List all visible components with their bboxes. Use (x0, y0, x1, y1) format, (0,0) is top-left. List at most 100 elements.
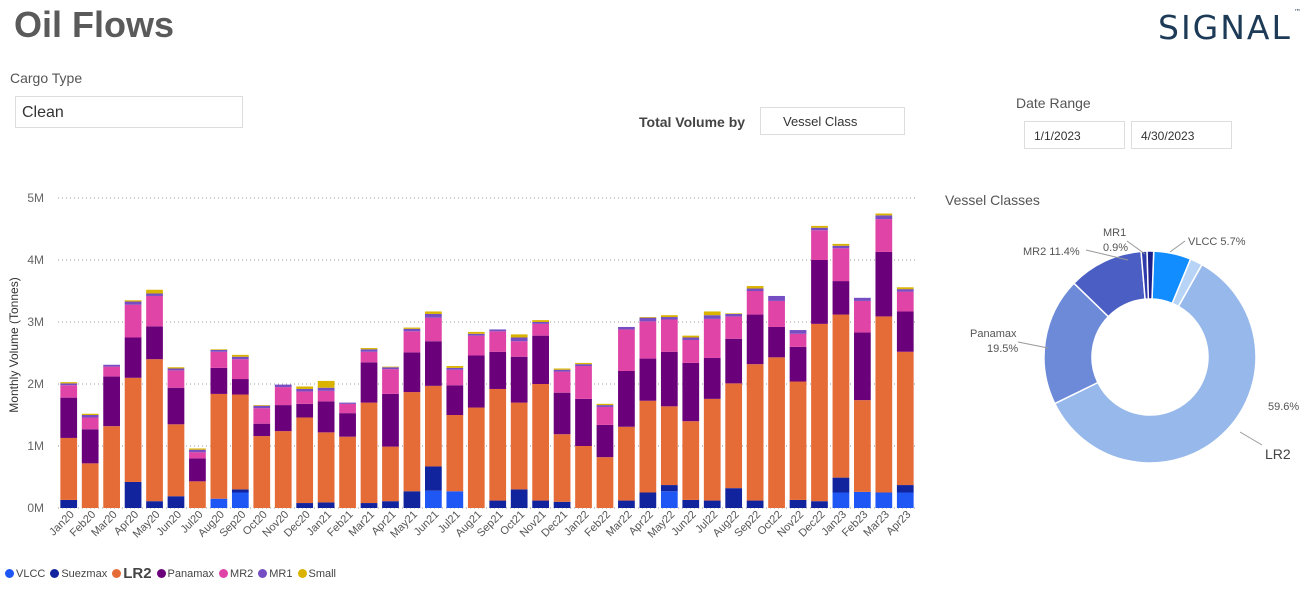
bar-mr1-Oct22 (768, 295, 785, 301)
bar-mr1-Feb20 (81, 415, 99, 418)
bar-panamax-Jan21 (317, 401, 335, 433)
bar-mr1-Jun21 (425, 313, 442, 318)
bar-vlcc-Jan23 (832, 492, 850, 508)
legend-label: VLCC (16, 567, 46, 580)
signal-logo: SIGNAL ™ (1158, 8, 1303, 47)
bar-suezmax-Apr20 (124, 481, 142, 508)
bar-lr2-Feb23 (854, 400, 871, 492)
bar-small-Dec20 (296, 386, 314, 389)
bar-lr2-Mar21 (360, 402, 378, 504)
bar-mr2-Jun20 (167, 370, 185, 388)
bar-panamax-Jul22 (703, 357, 721, 399)
bar-mr1-Dec22 (811, 227, 828, 231)
cargo-type-dropdown[interactable]: Clean (15, 96, 243, 128)
bar-mr1-Jul22 (703, 315, 721, 319)
bar-mr1-Apr20 (124, 301, 142, 305)
legend-item-panamax[interactable]: Panamax (156, 568, 214, 580)
x-tick-label: Jun20 (154, 509, 184, 539)
bar-vlcc-Mar23 (875, 492, 893, 508)
bar-panamax-Oct20 (253, 423, 271, 437)
bar-mr1-Mar20 (103, 364, 120, 367)
bar-mr2-Jun22 (682, 339, 700, 363)
date-end-input[interactable]: 4/30/2023 (1131, 121, 1232, 149)
bar-mr1-Sep21 (489, 329, 507, 332)
bar-mr1-Feb23 (854, 297, 871, 301)
bar-suezmax-Jun21 (425, 466, 442, 491)
bar-panamax-Apr20 (124, 337, 142, 378)
bar-panamax-Apr23 (896, 311, 914, 352)
bar-lr2-Nov20 (274, 431, 292, 508)
bar-panamax-Dec22 (811, 260, 828, 324)
bar-small-Dec21 (553, 368, 571, 370)
bar-mr2-Dec21 (553, 371, 571, 393)
bar-small-Mar23 (875, 213, 893, 216)
logo-text: SIGNAL (1158, 8, 1292, 47)
bar-small-May20 (146, 289, 163, 294)
legend-item-suezmax[interactable]: Suezmax (50, 568, 107, 580)
bar-lr2-Sep21 (489, 388, 507, 501)
bar-mr2-Jan22 (575, 366, 592, 399)
bar-lr2-Jan23 (832, 314, 850, 478)
bar-lr2-May21 (403, 392, 421, 492)
bar-small-Apr20 (124, 300, 142, 302)
legend-item-vlcc[interactable]: VLCC (5, 568, 45, 580)
bar-lr2-Mar22 (618, 426, 635, 501)
bar-lr2-Jul20 (189, 481, 206, 508)
bar-mr1-Jul21 (446, 367, 464, 370)
bar-lr2-Sep20 (231, 394, 249, 490)
bar-mr2-Apr22 (639, 321, 657, 359)
bar-mr2-Jul22 (703, 318, 721, 358)
bar-mr2-Feb20 (81, 417, 99, 430)
bar-panamax-Nov20 (274, 405, 292, 432)
bar-panamax-Feb22 (596, 424, 614, 458)
bar-small-Mar21 (360, 348, 378, 350)
bar-mr2-Mar21 (360, 351, 378, 363)
bar-mr1-Mar22 (618, 326, 635, 330)
bar-mr1-May22 (660, 317, 678, 320)
bar-small-Aug21 (467, 331, 485, 334)
bar-mr2-Feb22 (596, 406, 614, 425)
bar-panamax-Aug22 (725, 338, 743, 384)
bar-panamax-Jun20 (167, 387, 185, 425)
bar-suezmax-Jan21 (317, 502, 335, 508)
bar-lr2-May20 (146, 359, 163, 502)
y-tick-label: 3M (27, 315, 44, 329)
total-volume-label: Total Volume by (639, 114, 746, 130)
bar-mr1-Jan20 (60, 383, 78, 386)
legend-item-mr1[interactable]: MR1 (258, 568, 293, 580)
bar-panamax-Jun22 (682, 362, 700, 422)
legend-swatch (5, 569, 14, 578)
bar-mr2-Mar22 (618, 329, 635, 371)
donut-label-mr1-name: MR1 (1103, 227, 1126, 239)
bar-mr2-Mar20 (103, 366, 120, 377)
legend-item-small[interactable]: Small (297, 568, 336, 580)
bar-lr2-Jul21 (446, 415, 464, 492)
bar-suezmax-Dec22 (811, 501, 828, 508)
legend-item-mr2[interactable]: MR2 (219, 568, 253, 580)
bar-mr1-Jan23 (832, 245, 850, 249)
bar-lr2-Aug20 (210, 393, 228, 499)
bar-small-Jan20 (60, 382, 78, 384)
bar-small-Feb20 (81, 413, 99, 415)
cargo-type-label: Cargo Type (10, 70, 83, 86)
date-start-input[interactable]: 1/1/2023 (1024, 121, 1125, 149)
bar-mr2-Aug20 (210, 351, 228, 368)
bar-lr2-Apr21 (382, 446, 399, 502)
bar-mr2-Jul20 (189, 452, 206, 459)
bar-mr1-Aug22 (725, 313, 743, 317)
bar-panamax-Dec20 (296, 403, 314, 418)
leader-line-vlcc (1169, 240, 1186, 253)
bar-lr2-Jan22 (575, 446, 592, 508)
bar-lr2-Jun22 (682, 421, 700, 500)
donut-label-panamax-pct: 19.5% (987, 343, 1018, 355)
bar-mr2-May20 (146, 295, 163, 327)
bar-small-May22 (660, 315, 678, 318)
legend-label: MR2 (230, 567, 254, 580)
legend-item-lr2[interactable]: LR2 (112, 565, 152, 582)
bar-panamax-Jan23 (832, 281, 850, 315)
bar-suezmax-Apr23 (896, 485, 914, 493)
bar-mr1-Mar21 (360, 349, 378, 352)
vessel-class-dropdown[interactable]: Vessel Class (760, 107, 905, 135)
bar-lr2-Aug22 (725, 383, 743, 489)
